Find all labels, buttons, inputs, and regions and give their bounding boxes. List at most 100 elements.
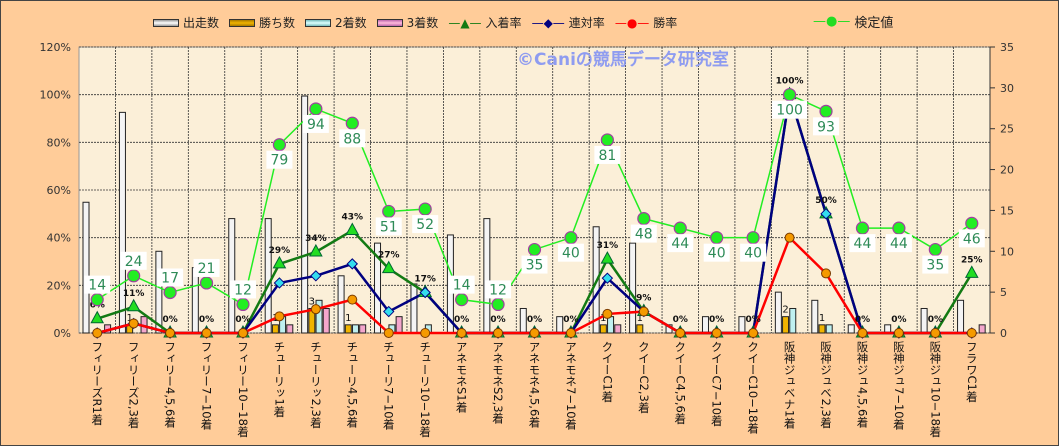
place-rate-label: 100% xyxy=(776,77,804,87)
test-value-label: 12 xyxy=(489,282,507,298)
win-rate-marker xyxy=(420,328,431,338)
test-value-marker xyxy=(272,138,287,152)
legend-label-win-rate: 勝率 xyxy=(653,16,678,30)
runs-bar xyxy=(774,291,782,334)
x-tick-label: アネモネ4,5,6着 xyxy=(527,341,542,428)
runs-bar xyxy=(191,267,199,334)
quinella-rate-marker xyxy=(419,286,431,299)
win-rate-marker xyxy=(237,328,248,338)
place-rate-label: 11% xyxy=(123,289,145,299)
right-tick-label: 20 xyxy=(1000,164,1014,177)
win-rate-marker xyxy=(675,328,686,338)
test-value-label-bg xyxy=(885,234,912,253)
test-value-label: 44 xyxy=(671,236,689,252)
runs-bar xyxy=(301,95,309,334)
place-rate-label: 0% xyxy=(454,315,469,325)
right-tick-label: 5 xyxy=(1000,286,1007,299)
win-rate-marker xyxy=(966,328,977,338)
win-rate-marker xyxy=(128,318,139,329)
wins-bar xyxy=(599,324,607,334)
right-tick-label: 10 xyxy=(1000,245,1014,258)
x-tick-label: フィリーズR1着 xyxy=(90,341,105,426)
runs-bar xyxy=(811,299,819,334)
quinella-rate-marker xyxy=(310,270,322,282)
legend-label-second: 2着数 xyxy=(335,16,367,30)
place-rate-label: 25% xyxy=(961,255,983,265)
place-rate-marker xyxy=(126,298,141,312)
place-rate-label: 9% xyxy=(636,294,651,304)
test-value-label-bg xyxy=(958,229,985,248)
test-value-marker xyxy=(382,204,396,219)
x-tick-label: アネモネ7−10着 xyxy=(563,341,578,431)
left-tick-label: 100% xyxy=(40,89,71,102)
wins-count-label: 1 xyxy=(819,313,825,324)
wins-bar xyxy=(344,324,352,334)
win-rate-marker xyxy=(565,328,576,338)
test-value-label-bg xyxy=(193,258,220,277)
test-value-label: 40 xyxy=(744,246,762,262)
test-value-marker xyxy=(673,221,687,235)
test-value-label-bg xyxy=(703,243,730,262)
test-value-label: 94 xyxy=(307,117,325,133)
runs-bar xyxy=(155,250,163,334)
place-rate-label: 0% xyxy=(745,315,760,325)
second-bar xyxy=(825,324,833,334)
place-rate-label: 50% xyxy=(815,196,837,206)
test-value-label-bg xyxy=(485,280,512,299)
win-rate-marker xyxy=(165,328,176,338)
wins-count-label: 3 xyxy=(309,296,315,307)
test-value-label-bg xyxy=(375,217,402,236)
runs-bar xyxy=(629,242,637,334)
test-value-label-bg xyxy=(813,117,840,136)
place-rate-label: 0% xyxy=(235,315,250,325)
runs-bar xyxy=(738,316,746,334)
legend-label-runs: 出走数 xyxy=(183,16,220,30)
place-rate-label: 0% xyxy=(162,315,177,325)
test-value-label-bg xyxy=(302,114,329,133)
legend: 出走数 勝ち数 2着数 3着数 —▲— 入着率 —◆— 連対率 —●— 勝率 xyxy=(153,14,677,31)
legend-marker-place-rate: —▲— xyxy=(448,15,482,30)
test-value-label: 12 xyxy=(234,282,252,298)
quinella-rate-marker xyxy=(383,305,395,318)
place-rate-marker xyxy=(964,265,979,278)
wins-count-label: 1 xyxy=(345,313,351,324)
test-value-marker xyxy=(564,231,578,245)
place-rate-label: 0% xyxy=(855,315,870,325)
win-rate-marker xyxy=(857,328,868,338)
legend-label-place-rate: 入着率 xyxy=(485,16,522,30)
legend-label-third: 3着数 xyxy=(406,16,439,30)
x-tick-label: 阪神ジュ10−18着 xyxy=(928,341,943,438)
place-rate-label: 0% xyxy=(527,315,542,325)
wins-count-label: 1 xyxy=(600,313,606,324)
wins-count-label: 2 xyxy=(782,305,788,316)
test-value-label: 17 xyxy=(161,270,179,286)
test-value-label: 51 xyxy=(380,219,398,235)
test-value-label: 40 xyxy=(562,246,580,262)
test-value-marker xyxy=(819,104,833,118)
test-value-label: 44 xyxy=(854,236,872,252)
place-rate-label: 0% xyxy=(199,315,214,325)
x-tick-label: フィリー7−10着 xyxy=(199,341,214,431)
test-value-marker xyxy=(455,293,469,307)
x-tick-label: チューリ7−10着 xyxy=(381,341,396,431)
legend-marker-quinella-rate: —◆— xyxy=(531,15,565,30)
x-tick-label: チューリ10−18着 xyxy=(418,341,433,438)
test-value-label-bg xyxy=(594,145,621,164)
place-rate-label: 43% xyxy=(342,213,364,223)
test-value-label: 35 xyxy=(926,258,944,274)
second-bar xyxy=(315,299,323,334)
test-value-marker xyxy=(928,242,942,257)
runs-bar xyxy=(264,218,272,334)
x-tick-label: クイーC2,3着 xyxy=(636,341,651,414)
x-tick-label: クイーC1着 xyxy=(600,341,615,403)
place-rate-label: 0% xyxy=(490,315,505,325)
legend-swatch-second xyxy=(305,18,332,27)
left-tick-label: 20% xyxy=(47,279,71,292)
place-rate-label: 31% xyxy=(597,241,619,251)
right-tick-label: 0 xyxy=(1000,327,1007,340)
place-rate-label: 0% xyxy=(928,315,943,325)
x-tick-label: 阪神ジュベ2,3着 xyxy=(819,341,834,429)
win-rate-marker xyxy=(711,328,722,338)
legend-swatch-third xyxy=(376,18,403,27)
